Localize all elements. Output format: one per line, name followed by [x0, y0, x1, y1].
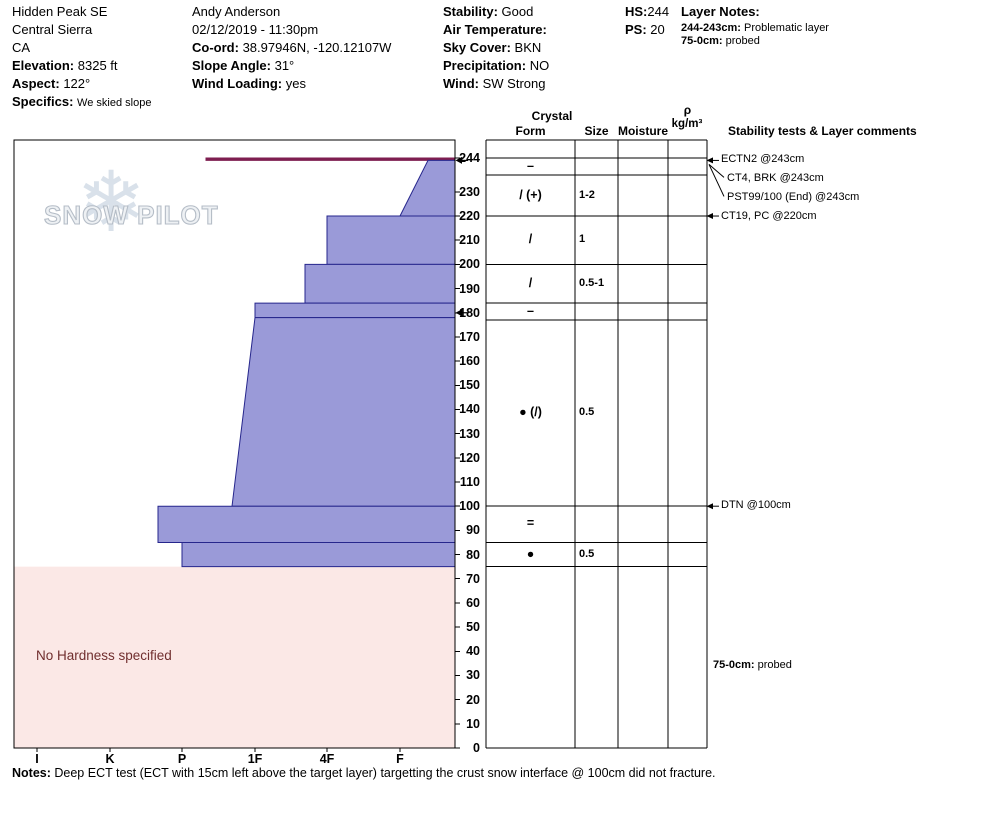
air-temperature: Air Temperature:	[443, 22, 547, 37]
layer-bar	[304, 263, 456, 304]
site-state: CA	[12, 40, 31, 55]
site-region: Central Sierra	[12, 22, 93, 37]
test-connector	[708, 164, 725, 178]
sky-cover: Sky Cover: BKN	[443, 40, 542, 55]
layer-bar	[231, 317, 456, 507]
layer-bar	[326, 215, 456, 265]
stability: Stability: Good	[443, 4, 534, 19]
footer-notes: Notes: Deep ECT test (ECT with 15cm left…	[12, 766, 716, 780]
slope-angle: Slope Angle: 31°	[192, 58, 295, 73]
snow-height: HS:244	[625, 4, 670, 19]
site-elevation: Elevation: 8325 ft	[12, 58, 118, 73]
form-column-header: Form	[515, 124, 546, 138]
comments-column-header: Stability tests & Layer comments	[728, 124, 917, 138]
density-unit-header: kg/m³	[671, 118, 703, 130]
layer-notes-block: Layer Notes: 244-243cm: Problematic laye…	[681, 4, 829, 48]
header-conditions-block: Stability: Good Air Temperature: Sky Cov…	[443, 4, 549, 94]
observation-datetime: 02/12/2019 - 11:30pm	[192, 22, 319, 37]
test-arrow-head	[706, 157, 713, 164]
depth-marker-arrow	[455, 156, 462, 164]
layer-bar	[254, 302, 456, 319]
site-aspect: Aspect: 122°	[12, 76, 91, 91]
coordinates: Co-ord: 38.97946N, -120.12107W	[192, 40, 392, 55]
observer-name: Andy Anderson	[192, 4, 281, 19]
crystal-column-header: Crystal	[531, 109, 573, 123]
moisture-column-header: Moisture	[617, 124, 668, 138]
layer-bar	[399, 159, 456, 217]
layer-bar	[181, 541, 456, 568]
test-arrow-head	[706, 213, 713, 220]
layer-bar	[157, 505, 456, 543]
test-connector	[708, 164, 725, 197]
layer-note: 244-243cm: Problematic layer	[681, 22, 829, 34]
site-name: Hidden Peak SE	[12, 4, 108, 19]
layer-bar	[205, 157, 456, 161]
header-observer-block: Andy Anderson 02/12/2019 - 11:30pm Co-or…	[192, 4, 391, 94]
precipitation: Precipitation: NO	[443, 58, 550, 73]
test-arrow-head	[706, 503, 713, 510]
wind: Wind: SW Strong	[443, 76, 546, 91]
header-totals-block: HS:244 PS: 20	[625, 4, 669, 40]
layer-notes-title: Layer Notes:	[681, 4, 760, 19]
size-column-header: Size	[584, 124, 609, 138]
site-specifics: Specifics: We skied slope	[12, 94, 152, 109]
wind-loading: Wind Loading: yes	[192, 76, 306, 91]
plot-border	[13, 139, 456, 749]
no-hardness-region	[14, 566, 455, 748]
layer-note: 75-0cm: probed	[681, 35, 760, 47]
depth-marker-arrow	[455, 309, 462, 317]
header-site-block: Hidden Peak SE Central Sierra CA Elevati…	[12, 4, 151, 112]
density-column-header: ρ	[683, 103, 692, 117]
pit-depth: PS: 20	[625, 22, 665, 37]
